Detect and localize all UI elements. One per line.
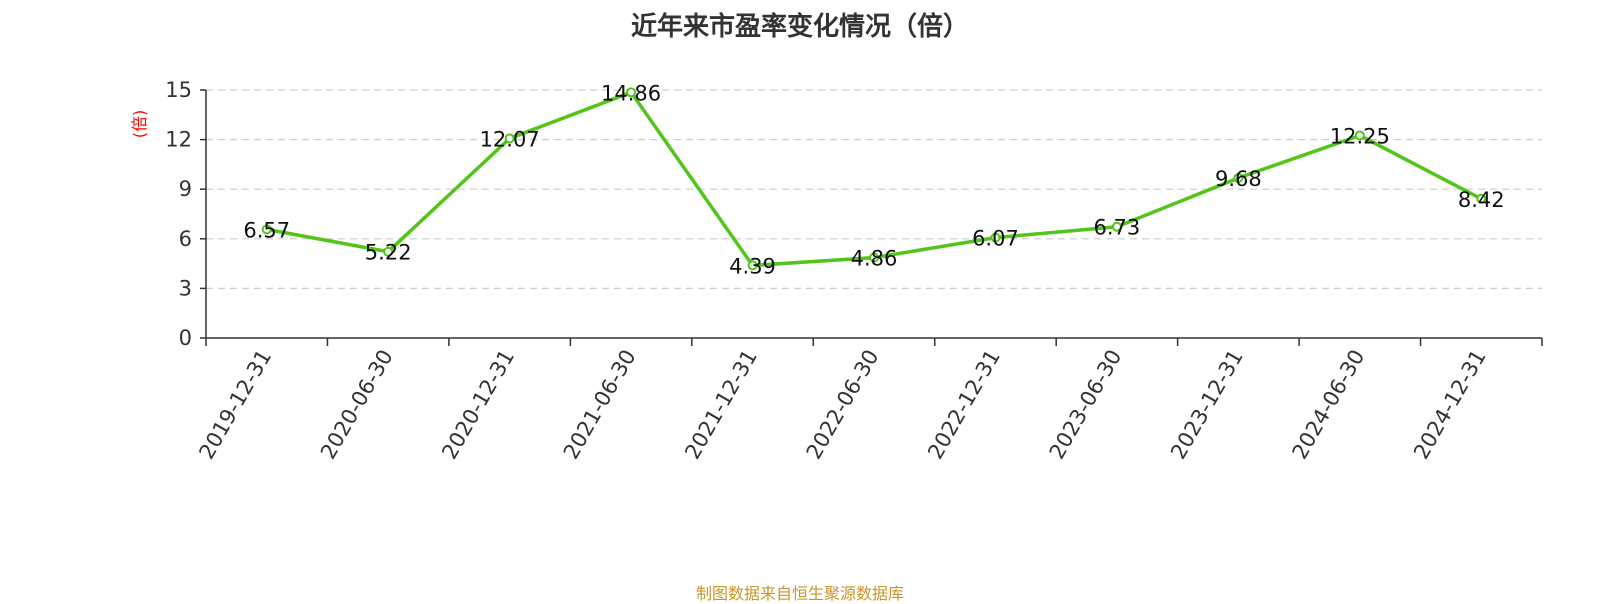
data-label: 12.07 bbox=[480, 127, 540, 151]
data-points bbox=[261, 87, 1487, 271]
axes bbox=[205, 90, 1542, 339]
x-tick-label: 2020-12-31 bbox=[437, 346, 519, 464]
data-point bbox=[383, 246, 394, 257]
grid-lines bbox=[200, 89, 1542, 339]
data-point bbox=[626, 87, 637, 98]
x-tick-label: 2022-06-30 bbox=[802, 346, 884, 464]
y-tick-label: 0 bbox=[179, 326, 192, 350]
data-label: 8.42 bbox=[1458, 188, 1505, 212]
x-tick-label: 2022-12-31 bbox=[923, 346, 1005, 464]
data-point bbox=[1111, 221, 1122, 232]
data-point bbox=[1354, 130, 1365, 141]
data-label: 6.73 bbox=[1094, 216, 1141, 240]
x-tick-label: 2020-06-30 bbox=[316, 346, 398, 464]
y-tick-label: 3 bbox=[179, 276, 192, 300]
data-label: 5.22 bbox=[365, 241, 412, 265]
chart-title: 近年来市盈率变化情况（倍） bbox=[630, 12, 969, 42]
x-tick-label: 2024-12-31 bbox=[1409, 346, 1491, 464]
data-label: 6.07 bbox=[972, 227, 1019, 251]
y-axis-unit-label: (倍) bbox=[130, 110, 149, 139]
source-note: 制图数据来自恒生聚源数据库 bbox=[695, 584, 904, 603]
data-label: 14.86 bbox=[601, 81, 661, 105]
y-tick-labels: 0 3 6 9 12 15 bbox=[165, 78, 192, 350]
x-tick-labels: 2019-12-31 2020-06-30 2020-12-31 2021-06-30… bbox=[194, 338, 1543, 464]
data-point bbox=[869, 252, 879, 263]
y-tick-label: 15 bbox=[165, 78, 192, 102]
data-point bbox=[990, 232, 1001, 243]
data-label: 9.68 bbox=[1215, 167, 1262, 191]
data-label: 4.39 bbox=[729, 254, 776, 278]
data-label: 12.25 bbox=[1330, 124, 1390, 148]
data-point bbox=[747, 260, 758, 271]
x-tick-label: 2021-06-30 bbox=[559, 346, 641, 464]
x-tick-label: 2019-12-31 bbox=[194, 346, 276, 464]
data-point bbox=[261, 224, 272, 235]
data-labels: 6.57 5.22 12.07 14.86 4.39 4.86 6.07 6.73 9.68 12… bbox=[243, 81, 1504, 278]
data-label: 4.86 bbox=[851, 247, 898, 271]
y-tick-label: 12 bbox=[165, 128, 192, 152]
y-tick-label: 6 bbox=[179, 227, 192, 251]
x-tick-label: 2021-12-31 bbox=[680, 346, 762, 464]
y-tick-label: 9 bbox=[179, 177, 192, 201]
data-point bbox=[1476, 193, 1487, 204]
x-tick-label: 2023-06-30 bbox=[1045, 346, 1127, 464]
data-label: 6.57 bbox=[243, 218, 290, 242]
x-tick-label: 2023-12-31 bbox=[1166, 346, 1248, 464]
data-point bbox=[1233, 172, 1244, 183]
data-point bbox=[504, 133, 515, 144]
x-tick-label: 2024-06-30 bbox=[1288, 346, 1370, 464]
series-line bbox=[266, 90, 1483, 268]
